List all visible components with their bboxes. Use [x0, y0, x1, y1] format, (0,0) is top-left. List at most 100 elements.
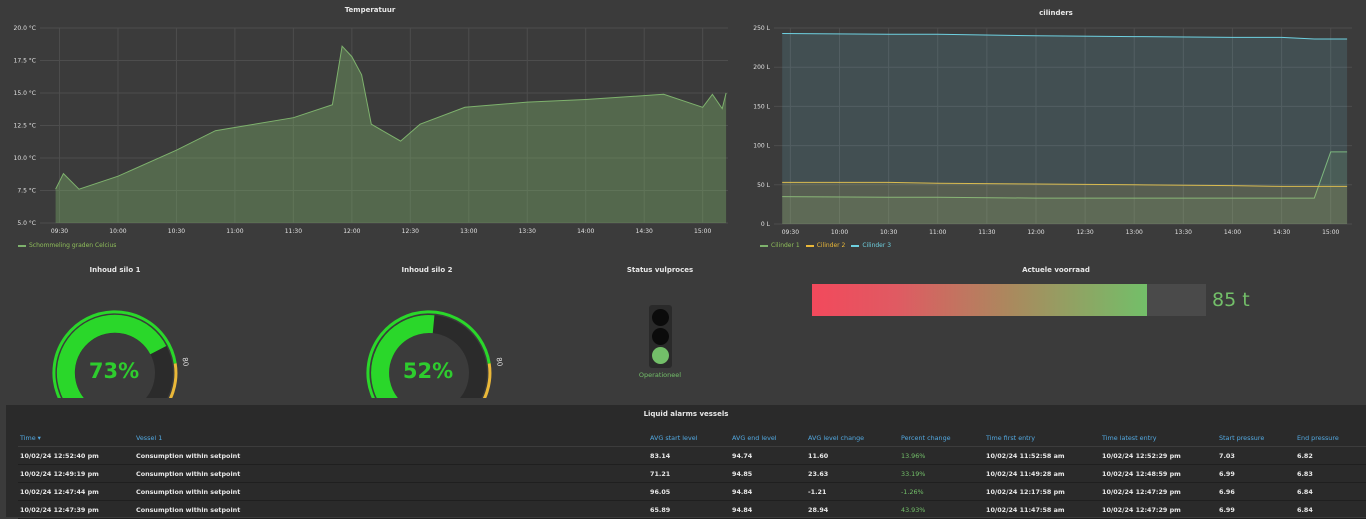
table-cell: 10/02/24 12:47:44 pm [18, 482, 134, 501]
traffic-light [649, 305, 672, 368]
table-cell: 6.83 [1295, 464, 1366, 483]
table-cell: Consumption within setpoint [134, 464, 648, 483]
silo1-title[interactable]: Inhoud silo 1 [89, 266, 141, 274]
stock-panel: Actuele voorraad 85 t [746, 262, 1366, 398]
table-cell: Consumption within setpoint [134, 500, 648, 519]
status-panel: Status vulproces Operationeel [600, 262, 720, 398]
temperature-chart[interactable]: 20.0 °C 17.5 °C 15.0 °C 12.5 °C 10.0 °C 7.5 °… [0, 0, 740, 258]
y-tick-label: 20.0 °C [14, 25, 36, 32]
legend-item-cilinder-2[interactable]: Cilinder 2 [805, 242, 846, 249]
table-cell: -1.26% [899, 482, 984, 501]
status-label: Operationeel [638, 371, 682, 379]
y-tick-label: 7.5 °C [17, 188, 36, 195]
y-tick-label: 17.5 °C [14, 58, 36, 65]
series-line-2 [782, 181, 1348, 187]
table-cell: Consumption within setpoint [134, 446, 648, 465]
table-cell: 10/02/24 11:52:58 am [984, 446, 1100, 465]
table-body: 10/02/24 12:52:40 pm Consumption within s… [18, 446, 1366, 519]
legend-item-cilinder-1[interactable]: Cilinder 1 [760, 242, 800, 249]
y-tick-label: 100 L [753, 143, 770, 150]
table-cell: 94.84 [730, 482, 806, 501]
temperature-title[interactable]: Temperatuur [344, 6, 396, 14]
temperature-panel: Temperatuur 20.0 °C 17.5 °C 15.0 °C 12.5 °C… [0, 0, 740, 258]
x-tick-label: 11:00 [226, 228, 243, 235]
table-cell: 10/02/24 12:52:40 pm [18, 446, 134, 465]
cilinders-chart[interactable]: 250 L 200 L 150 L 100 L 50 L 0 L 09:30 10:00 10:… [746, 0, 1366, 258]
series-line-1 [55, 45, 727, 190]
x-tick-label: 11:30 [978, 229, 995, 236]
table-row: 10/02/24 12:47:39 pm Consumption within s… [18, 500, 1366, 519]
table-cell: 10/02/24 12:48:59 pm [1100, 464, 1217, 483]
x-tick-label: 14:00 [1224, 229, 1241, 236]
table-cell: 10/02/24 11:49:28 am [984, 464, 1100, 483]
y-tick-label: 250 L [753, 25, 770, 32]
column-header[interactable]: Start pressure [1217, 429, 1295, 447]
series-area-2 [782, 182, 1348, 224]
silo2-gauge: 080100 [366, 310, 504, 398]
column-header[interactable]: Time latest entry [1100, 429, 1217, 447]
x-tick-label: 15:00 [1322, 229, 1339, 236]
table-cell: 6.99 [1217, 464, 1295, 483]
x-tick-label: 10:00 [831, 229, 848, 236]
x-tick-label: 12:00 [1027, 229, 1044, 236]
table-cell: 28.94 [806, 500, 899, 519]
y-tick-label: 150 L [753, 103, 770, 110]
column-header[interactable]: AVG start level [648, 429, 730, 447]
silo2-panel: Inhoud silo 2 080100 52% [312, 262, 542, 398]
gauge-threshold-orange [482, 363, 492, 398]
column-header[interactable]: End pressure [1295, 429, 1366, 447]
series-area-3 [782, 33, 1348, 224]
y-tick-label: 10.0 °C [14, 155, 36, 162]
gauge-fill [56, 314, 167, 398]
cilinders-title[interactable]: cilinders [1039, 9, 1073, 17]
table-cell: 6.84 [1295, 482, 1366, 501]
light-yellow [652, 328, 669, 345]
x-tick-label: 10:00 [109, 228, 126, 235]
gauge-threshold-orange [168, 363, 178, 398]
legend-item-cilinder-3[interactable]: Cilinder 3 [851, 242, 891, 249]
temperature-legend: Schommeling graden Celcius [18, 242, 116, 249]
table-cell: 6.82 [1295, 446, 1366, 465]
x-tick-label: 13:00 [460, 228, 477, 235]
alarms-title[interactable]: Liquid alarms vessels [643, 410, 729, 418]
table-cell: 10/02/24 12:47:29 pm [1100, 500, 1217, 519]
stock-bar-fill [812, 284, 1147, 316]
gauge-mark-label: 80 [494, 357, 503, 367]
y-tick-label: 50 L [757, 182, 771, 189]
table-cell: 10/02/24 12:47:39 pm [18, 500, 134, 519]
table-cell: 11.60 [806, 446, 899, 465]
gauge-mark-label: 80 [180, 357, 189, 367]
table-cell: 13.96% [899, 446, 984, 465]
x-tick-label: 09:30 [782, 229, 799, 236]
table-cell: 96.05 [648, 482, 730, 501]
column-header[interactable]: Time first entry [984, 429, 1100, 447]
column-header[interactable]: Time ▾ [18, 429, 134, 447]
legend-label: Cilinder 2 [816, 242, 846, 249]
y-tick-label: 12.5 °C [14, 123, 36, 130]
x-tick-label: 14:30 [636, 228, 653, 235]
table-cell: 10/02/24 12:17:58 pm [984, 482, 1100, 501]
table-cell: -1.21 [806, 482, 899, 501]
x-tick-label: 12:00 [343, 228, 360, 235]
legend-label: Cilinder 1 [771, 242, 800, 249]
legend-label: Schommeling graden Celcius [29, 242, 117, 249]
legend-item[interactable]: Schommeling graden Celcius [18, 242, 116, 249]
y-tick-label: 5.0 °C [17, 220, 36, 227]
table-cell: 23.63 [806, 464, 899, 483]
column-header[interactable]: AVG level change [806, 429, 899, 447]
stock-title[interactable]: Actuele voorraad [1022, 266, 1090, 274]
column-header[interactable]: AVG end level [730, 429, 806, 447]
legend-label: Cilinder 3 [862, 242, 892, 249]
column-header[interactable]: Vessel 1 [134, 429, 648, 447]
table-cell: 94.74 [730, 446, 806, 465]
table-header-row: Time ▾ Vessel 1 AVG start level AVG end lev… [18, 429, 1366, 447]
x-tick-label: 10:30 [168, 228, 185, 235]
silo2-title[interactable]: Inhoud silo 2 [401, 266, 453, 274]
column-header[interactable]: Percent change [899, 429, 984, 447]
x-tick-label: 13:30 [1175, 229, 1192, 236]
status-title[interactable]: Status vulproces [626, 266, 694, 274]
y-tick-label: 0 L [761, 221, 771, 228]
gauge-fill [371, 315, 435, 398]
cilinders-legend: Cilinder 1 Cilinder 2 Cilinder 3 [760, 242, 891, 249]
gauge-threshold-green [52, 310, 177, 398]
